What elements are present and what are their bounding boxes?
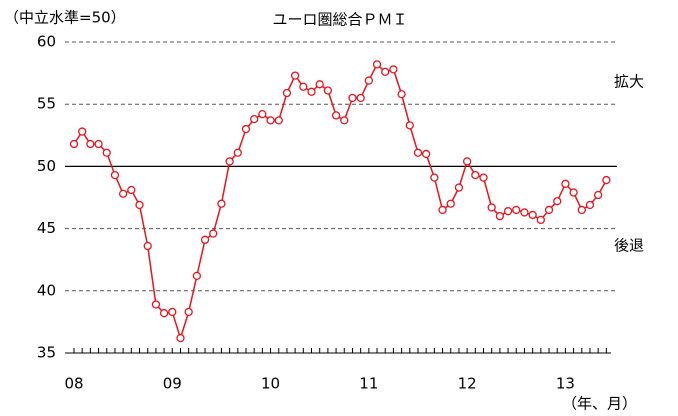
data-point: [217, 199, 226, 208]
data-point: [331, 111, 341, 120]
data-point: [569, 188, 578, 197]
data-point: [397, 90, 406, 99]
data-point: [102, 148, 111, 157]
data-point: [503, 207, 513, 216]
data-point: [274, 116, 283, 125]
data-point: [487, 203, 496, 212]
data-point: [372, 60, 382, 69]
data-point: [94, 139, 103, 149]
series-line: [73, 63, 608, 341]
data-point: [299, 82, 308, 91]
data-point: [192, 271, 202, 281]
data-point: [577, 205, 586, 215]
data-point: [462, 157, 472, 166]
y-tick-label: 50: [37, 157, 56, 175]
data-point: [528, 210, 537, 220]
data-point: [438, 205, 447, 215]
data-point: [389, 65, 398, 74]
annotation: 後退: [614, 237, 644, 255]
x-tick-label: 10: [261, 375, 280, 393]
data-point: [602, 175, 611, 185]
data-point: [520, 208, 529, 217]
data-point: [110, 170, 120, 180]
x-tick-label: 13: [556, 375, 575, 393]
data-point: [78, 127, 87, 136]
data-point: [143, 241, 152, 251]
data-point: [430, 173, 439, 182]
data-point: [266, 116, 275, 125]
data-point: [159, 309, 169, 318]
x-tick-label: 12: [458, 375, 477, 393]
data-point: [168, 307, 177, 317]
data-point: [561, 179, 570, 188]
data-point: [553, 197, 562, 206]
data-point: [282, 88, 292, 98]
data-point: [413, 148, 423, 157]
data-point: [200, 235, 210, 244]
y-tick-label: 40: [37, 281, 56, 299]
data-point: [258, 110, 267, 119]
data-point: [381, 67, 390, 77]
data-point: [536, 215, 545, 225]
x-tick-label: 09: [163, 375, 182, 393]
data-point: [446, 199, 455, 208]
x-axis-note: （年、月）: [562, 395, 637, 413]
x-tick-label: 11: [359, 375, 378, 393]
x-tick-label: 08: [64, 375, 83, 393]
data-point: [544, 205, 554, 215]
chart-title: ユーロ圏総合ＰＭＩ: [272, 11, 407, 29]
data-point: [405, 121, 414, 130]
data-point: [340, 116, 349, 125]
data-point: [454, 183, 464, 192]
data-point: [290, 71, 300, 80]
data-point: [594, 190, 603, 200]
data-point: [69, 139, 79, 149]
y-tick-label: 60: [37, 33, 56, 51]
data-point: [118, 189, 128, 198]
y-tick-label: 35: [37, 344, 56, 362]
data-point: [250, 114, 259, 124]
data-point: [364, 76, 373, 85]
data-point: [184, 307, 193, 317]
data-point: [512, 205, 521, 215]
data-point: [135, 200, 144, 210]
data-point: [315, 80, 324, 89]
data-point: [495, 212, 505, 221]
data-point: [356, 93, 365, 103]
data-point: [585, 200, 595, 210]
y-tick-label: 45: [37, 219, 56, 237]
y-tick-label: 55: [37, 95, 56, 113]
data-point: [479, 173, 488, 182]
data-point: [151, 300, 161, 309]
data-point: [86, 139, 95, 149]
data-point: [307, 87, 316, 96]
data-point: [471, 170, 480, 180]
data-point: [225, 157, 234, 166]
data-point: [241, 124, 251, 134]
data-point: [209, 229, 218, 238]
y-axis-note: （中立水準=50）: [4, 9, 126, 27]
data-point: [422, 149, 431, 159]
data-point: [233, 148, 242, 157]
data-point: [127, 185, 136, 195]
data-point: [176, 333, 185, 343]
annotation: 拡大: [614, 73, 644, 91]
data-point: [348, 93, 357, 103]
data-point: [323, 86, 333, 95]
